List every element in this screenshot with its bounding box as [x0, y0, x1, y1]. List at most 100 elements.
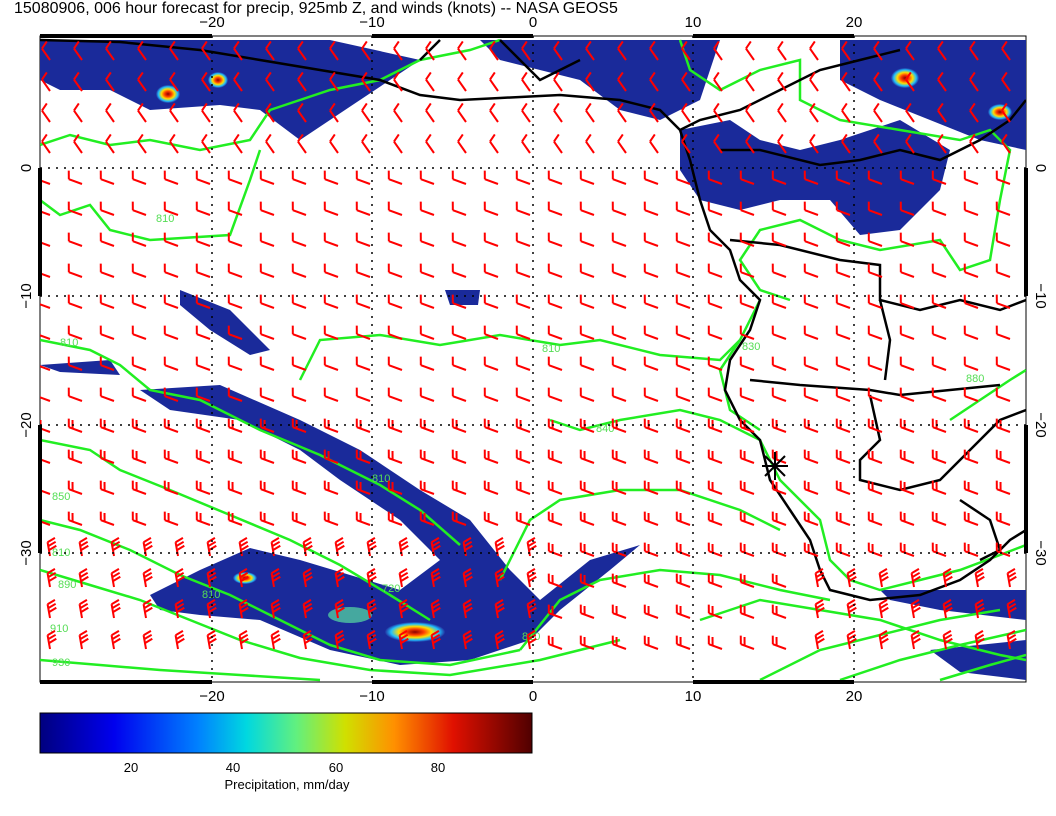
wind-barb	[99, 232, 115, 247]
wind-barb	[393, 102, 403, 123]
contour-coast	[549, 408, 1026, 592]
wind-barb	[137, 71, 147, 92]
contour-14	[939, 653, 1026, 682]
wind-barb	[835, 232, 851, 247]
lon-label-top: −20	[199, 14, 224, 31]
precip-core-1	[156, 85, 180, 103]
wind-barb	[905, 102, 915, 123]
wind-barb	[643, 263, 659, 278]
lat-label-right: −10	[1032, 283, 1049, 308]
wind-barb	[931, 449, 947, 464]
wind-barb	[739, 449, 755, 464]
wind-barb	[617, 133, 627, 154]
precip-band-south	[140, 385, 640, 665]
wind-barb	[585, 71, 595, 92]
wind-barb	[681, 71, 691, 92]
wind-barb	[291, 449, 307, 464]
border-1	[720, 99, 1026, 167]
wind-barb	[739, 263, 755, 278]
wind-barb	[515, 294, 531, 309]
wind-barb	[867, 511, 883, 526]
wind-barb	[291, 263, 307, 278]
wind-barb	[547, 511, 563, 526]
wind-barb	[451, 356, 467, 371]
wind-barb	[739, 201, 755, 216]
wind-barb	[41, 40, 51, 61]
wind-barb	[771, 573, 787, 588]
wind-barb	[366, 568, 377, 588]
wind-barb	[73, 71, 83, 92]
wind-barb	[611, 325, 627, 340]
wind-barb	[265, 40, 275, 61]
contour-label: 830	[742, 341, 760, 353]
wind-barb	[163, 232, 179, 247]
wind-barb	[163, 294, 179, 309]
wind-barb	[227, 325, 243, 340]
wind-barb	[713, 71, 723, 92]
wind-barb	[910, 568, 921, 588]
wind-barb	[398, 630, 409, 650]
wind-barb	[803, 325, 819, 340]
colorbar-tick: 20	[124, 760, 138, 775]
wind-barb	[899, 356, 915, 371]
wind-barb	[361, 133, 371, 154]
wind-barb	[355, 480, 371, 495]
wind-barb	[78, 537, 89, 557]
wind-barb	[739, 170, 755, 185]
wind-barb	[835, 170, 851, 185]
wind-barb	[675, 170, 691, 185]
wind-barb	[238, 599, 249, 619]
wind-barb	[521, 71, 531, 92]
wind-barb	[291, 325, 307, 340]
wind-barb	[195, 356, 211, 371]
wind-barb	[931, 511, 947, 526]
wind-barb	[963, 294, 979, 309]
wind-barb	[419, 263, 435, 278]
wind-barb	[675, 573, 691, 588]
wind-barb	[131, 356, 147, 371]
wind-barb	[803, 511, 819, 526]
wind-barb	[110, 599, 121, 619]
wind-barb	[643, 387, 659, 402]
wind-barb	[873, 71, 883, 92]
wind-barb	[67, 170, 83, 185]
wind-barb	[398, 599, 409, 619]
wind-barb	[835, 511, 851, 526]
wind-barb	[1006, 568, 1017, 588]
wind-barb	[355, 449, 371, 464]
wind-barb	[110, 568, 121, 588]
wind-barb	[78, 630, 89, 650]
wind-barb	[494, 599, 505, 619]
wind-barb	[99, 325, 115, 340]
wind-barb	[483, 170, 499, 185]
wind-barb	[526, 630, 537, 650]
wind-barb	[163, 449, 179, 464]
wind-barb	[547, 387, 563, 402]
wind-barb	[451, 201, 467, 216]
wind-barb	[323, 356, 339, 371]
wind-barb	[451, 232, 467, 247]
wind-barb	[969, 40, 979, 61]
contour-label: 810	[202, 589, 220, 601]
wind-barb	[803, 232, 819, 247]
wind-barb	[745, 40, 755, 61]
wind-barb	[131, 232, 147, 247]
wind-barb	[297, 133, 307, 154]
wind-barb	[867, 294, 883, 309]
wind-barb	[739, 480, 755, 495]
wind-barb	[99, 356, 115, 371]
wind-barb	[227, 449, 243, 464]
wind-barb	[259, 480, 275, 495]
border-9	[679, 48, 901, 132]
wind-barb	[643, 480, 659, 495]
wind-barb	[547, 635, 563, 650]
precip-core-4	[988, 104, 1012, 120]
wind-barb	[387, 511, 403, 526]
precip-patch-3	[445, 290, 480, 305]
wind-barb	[489, 40, 499, 61]
lat-label-left: −30	[18, 540, 35, 565]
wind-barb	[323, 263, 339, 278]
wind-barb	[579, 573, 595, 588]
wind-barb	[675, 387, 691, 402]
wind-barb	[969, 102, 979, 123]
